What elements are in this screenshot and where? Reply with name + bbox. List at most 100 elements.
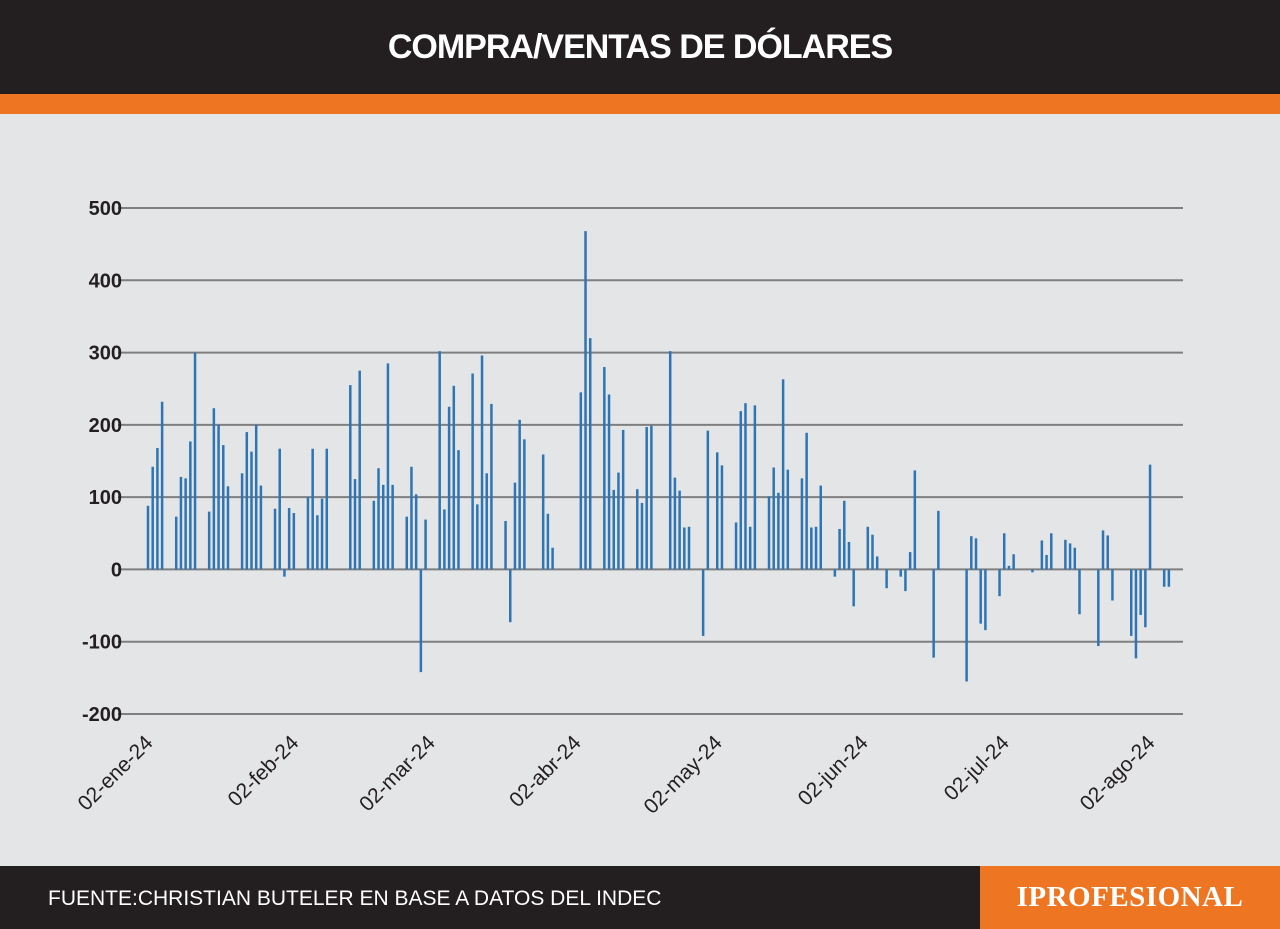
bar: [240, 473, 244, 570]
bar: [814, 526, 818, 570]
bar: [650, 425, 653, 570]
bar: [146, 505, 150, 570]
bar: [833, 569, 837, 577]
bar: [687, 526, 691, 570]
bar: [320, 498, 324, 570]
bar: [471, 373, 474, 570]
bar: [1031, 569, 1034, 573]
bar-chart: 500 400 300 200 100 0 -100 -200 02-ene-24 02-feb-…: [74, 198, 1183, 819]
bar: [518, 419, 521, 570]
bar: [875, 556, 879, 570]
brand-box: IPROFESIONAL: [980, 866, 1280, 929]
bar: [838, 528, 841, 570]
bar: [588, 338, 592, 570]
bar: [292, 513, 296, 570]
bar: [476, 504, 479, 570]
bar: [1068, 543, 1072, 570]
bar: [513, 482, 517, 570]
bar: [353, 479, 357, 570]
bar: [438, 351, 441, 570]
x-tick-label: 02-ene-24: [74, 731, 158, 815]
bar: [250, 451, 253, 570]
bar: [607, 394, 611, 570]
bar: [781, 379, 785, 570]
bar: [701, 569, 705, 636]
bar: [504, 520, 507, 570]
bar: [899, 569, 902, 577]
bar: [1064, 539, 1067, 570]
bar: [871, 534, 874, 570]
bar: [866, 526, 870, 570]
bar: [617, 472, 620, 570]
bar: [1106, 535, 1109, 570]
bar: [1078, 569, 1081, 615]
bar: [645, 427, 648, 570]
x-tick-label: 02-may-24: [640, 731, 727, 818]
bar: [932, 569, 935, 658]
bar: [193, 352, 197, 570]
bar: [546, 513, 550, 570]
bar: [1045, 554, 1048, 570]
x-tick-label: 02-mar-24: [355, 731, 440, 816]
bar: [1148, 464, 1152, 570]
bar: [1162, 569, 1166, 587]
bar: [908, 552, 912, 570]
bar: [306, 497, 310, 570]
source-text: FUENTE:CHRISTIAN BUTELER EN BASE A DATOS…: [48, 887, 662, 910]
bar: [584, 231, 587, 570]
bar: [753, 405, 757, 570]
bar: [739, 411, 743, 570]
bar: [541, 454, 545, 570]
bar: [1097, 569, 1100, 647]
bar: [377, 468, 380, 570]
bar: [974, 538, 978, 570]
bar: [673, 477, 677, 570]
bar: [414, 494, 418, 570]
bar: [786, 469, 790, 570]
accent-bar: [0, 94, 1280, 114]
bar: [885, 569, 888, 589]
bar: [358, 370, 361, 570]
y-tick-label: 400: [89, 270, 122, 292]
y-tick-label: 100: [89, 487, 122, 509]
bar: [904, 569, 907, 592]
bar: [1144, 569, 1147, 628]
y-tick-label: 0: [111, 559, 122, 581]
bar: [678, 490, 681, 570]
bar: [207, 511, 211, 570]
bar: [490, 403, 493, 570]
bar: [1101, 530, 1105, 570]
bar: [457, 450, 460, 570]
bar: [612, 489, 615, 570]
bar: [937, 510, 940, 570]
bar: [151, 466, 154, 570]
bar: [410, 466, 413, 570]
bar: [970, 536, 973, 570]
x-tick-label: 02-jul-24: [940, 731, 1014, 805]
bar: [273, 508, 277, 570]
bar: [372, 500, 376, 570]
chart-area: 500 400 300 200 100 0 -100 -200 02-ene-24 02-feb-…: [0, 114, 1280, 866]
bar: [668, 351, 672, 570]
brand-logo: IPROFESIONAL: [1016, 881, 1244, 913]
bar: [913, 470, 917, 570]
bar: [998, 569, 1001, 597]
bar: [419, 569, 423, 673]
bar: [485, 473, 488, 570]
bar: [287, 507, 291, 570]
y-tick-label: 300: [89, 343, 122, 365]
y-tick-label: 500: [89, 198, 122, 220]
bar: [443, 509, 446, 570]
bar: [480, 355, 484, 570]
bar: [278, 448, 281, 570]
bar: [640, 502, 644, 570]
bar: [1167, 569, 1171, 587]
bar: [777, 492, 780, 570]
bar: [156, 447, 159, 570]
bar: [551, 547, 554, 570]
bar: [259, 485, 263, 570]
footer: FUENTE:CHRISTIAN BUTELER EN BASE A DATOS…: [0, 866, 1280, 929]
y-tick-label: 200: [89, 415, 122, 437]
bar: [1139, 569, 1142, 615]
bar: [1134, 569, 1138, 659]
